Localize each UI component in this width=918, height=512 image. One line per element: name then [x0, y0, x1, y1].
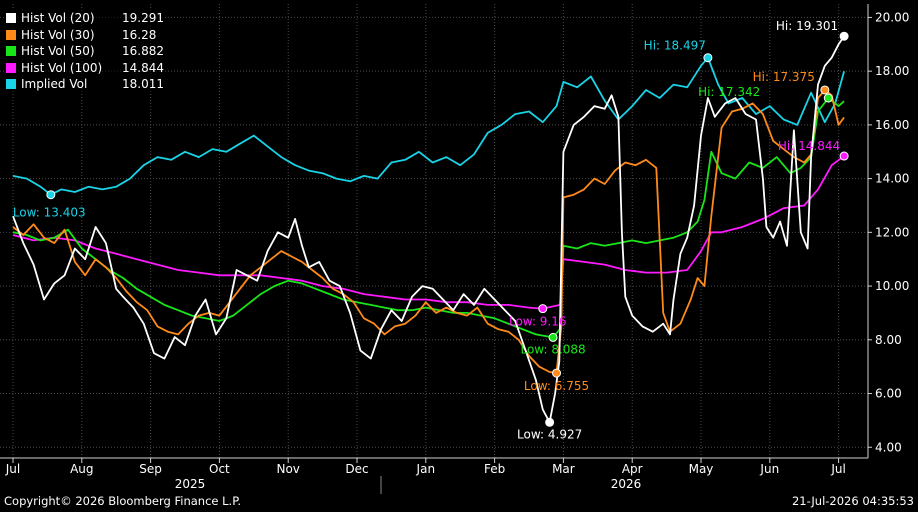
- legend-label: Implied Vol: [21, 77, 88, 91]
- x-tick-label: Jun: [759, 462, 779, 476]
- annotation-dot: [46, 190, 56, 200]
- y-tick-label: 6.00: [875, 387, 902, 401]
- annotation-label: Low: 9.16: [509, 315, 567, 329]
- legend-swatch: [6, 62, 16, 73]
- x-tick-label: Oct: [209, 462, 230, 476]
- x-tick-label: Nov: [276, 462, 299, 476]
- series-line-hist-vol-20: [12, 35, 845, 424]
- annotation-label: Hi: 19.301: [776, 19, 838, 33]
- legend-value: 16.28: [122, 27, 157, 42]
- series-line-implied-vol: [12, 56, 845, 196]
- annotation-label: Low: 8.088: [520, 342, 585, 356]
- x-tick-label: Jul: [5, 462, 20, 476]
- annotation-dot: [538, 304, 548, 314]
- legend-item[interactable]: Implied Vol 18.011: [6, 76, 164, 93]
- y-tick-label: 8.00: [875, 333, 902, 347]
- x-tick-label: Apr: [622, 462, 643, 476]
- legend-item[interactable]: Hist Vol (50) 16.882: [6, 43, 164, 60]
- y-axis: 4.00 6.00 8.00 10.00 12.00 14.00 16.00 18.00 20.…: [867, 4, 909, 458]
- series-line-hist-vol-30: [12, 89, 845, 374]
- annotation-label: Low: 6.755: [524, 379, 589, 393]
- annotation-dot: [820, 85, 830, 95]
- annotation-dot: [545, 417, 555, 427]
- annotation-dot: [839, 31, 849, 41]
- y-tick-label: 18.00: [875, 64, 909, 78]
- x-tick-label: Feb: [484, 462, 505, 476]
- annotation-dot: [548, 332, 558, 342]
- y-tick-label: 4.00: [875, 440, 902, 454]
- annotation-label: Hi: 18.497: [644, 39, 706, 53]
- series-lines: [12, 35, 845, 424]
- x-tick-label: Jul: [830, 462, 845, 476]
- x-tick-label: Aug: [70, 462, 93, 476]
- legend-swatch: [6, 13, 16, 24]
- legend-value: 19.291: [122, 11, 164, 25]
- y-tick-label: 16.00: [875, 118, 909, 132]
- legend-label: Hist Vol (100): [21, 60, 103, 75]
- y-tick-label: 14.00: [875, 172, 909, 186]
- annotation-dot: [703, 53, 713, 63]
- x-tick-label: May: [689, 462, 714, 476]
- annotation-label: Low: 4.927: [517, 427, 582, 441]
- legend-label: Hist Vol (50): [21, 44, 95, 58]
- legend-label: Hist Vol (30): [21, 27, 95, 42]
- year-label: 2025: [175, 477, 206, 491]
- legend-item[interactable]: Hist Vol (20) 19.291: [6, 10, 164, 27]
- y-tick-label: 12.00: [875, 225, 909, 239]
- legend-swatch: [6, 46, 16, 57]
- x-tick-label: Sep: [139, 462, 162, 476]
- annotation-dot: [839, 151, 849, 161]
- year-label: 2026: [611, 477, 642, 491]
- legend: Hist Vol (20) 19.291 Hist Vol (30) 16.28…: [6, 10, 164, 93]
- legend-value: 16.882: [122, 44, 164, 58]
- x-tick-label: Jan: [416, 462, 436, 476]
- x-tick-label: Dec: [345, 462, 368, 476]
- legend-item[interactable]: Hist Vol (30) 16.28: [6, 27, 164, 44]
- legend-value: 14.844: [122, 60, 164, 75]
- annotation-label: Low: 13.403: [13, 206, 86, 220]
- annotation-label: Hi: 17.342: [698, 85, 760, 99]
- series-line-hist-vol-50: [12, 97, 845, 339]
- timestamp-text: 21-Jul-2026 04:35:53: [791, 494, 914, 508]
- y-tick-label: 10.00: [875, 279, 909, 293]
- annotation-markers: Low: 13.403 Hi: 18.497 Hi: 19.301 Hi: 17.34…: [13, 19, 849, 441]
- y-tick-label: 20.00: [875, 10, 909, 24]
- legend-swatch: [6, 29, 16, 40]
- annotation-label: Hi: 17.375: [753, 70, 815, 84]
- x-axis: Jul Aug Sep Oct Nov Dec Jan Feb Mar Apr May Jun Jul 2…: [0, 457, 868, 494]
- series-line-hist-vol-100: [12, 155, 845, 310]
- legend-label: Hist Vol (20): [21, 11, 95, 25]
- legend-item[interactable]: Hist Vol (100) 14.844: [6, 60, 164, 77]
- copyright-text: Copyright© 2026 Bloomberg Finance L.P.: [4, 494, 241, 508]
- legend-swatch: [6, 79, 16, 90]
- annotation-dot: [823, 93, 833, 103]
- annotation-label: Hi: 14.844: [778, 139, 840, 153]
- legend-value: 18.011: [122, 77, 164, 91]
- annotation-dot: [552, 368, 562, 378]
- x-tick-label: Mar: [552, 462, 575, 476]
